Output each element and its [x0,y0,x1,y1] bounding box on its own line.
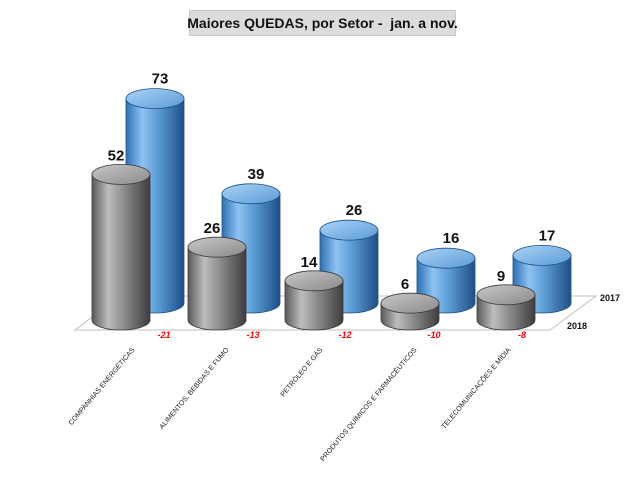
difference-label-5: -8 [518,330,526,340]
bar-2018-1-top [91,163,151,185]
series-label-2018: 2018 [567,321,587,331]
bar-2017-2-top [221,183,281,205]
difference-label-4: -10 [427,330,440,340]
bar-2017-4-top [416,247,476,269]
series-label-2017: 2017 [600,293,620,303]
bar-2018-1-body [91,174,151,331]
bar-2018-4 [380,292,440,331]
category-label-2: ALIMENTOS, BEBIDAS E FUMO [158,346,230,430]
bar-2018-3-top [284,270,344,292]
bar-2018-5-top [476,284,536,306]
bar-2018-2-top [187,236,247,258]
category-label-4: PRODUTOS QUÍMICOS E FARMACÊUTICOS [318,345,419,463]
bar-2018-3 [284,270,344,331]
value-label-2018-1: 52 [108,147,125,164]
value-label-2018-5: 9 [497,268,505,285]
bar-2018-4-top [380,292,440,314]
difference-label-3: -12 [338,330,351,340]
difference-label-1: -21 [157,330,170,340]
value-label-2017-2: 39 [248,166,265,183]
category-label-5: TELECOMUNICAÇÕES E MÍDIA [439,345,513,430]
bar-2017-3-top [319,219,379,241]
bar-2017-1-top [125,88,185,109]
value-label-2017-4: 16 [443,230,460,247]
bar-2017-5 [512,244,572,314]
chart-title: Maiores QUEDAS, por Setor - jan. a nov. [187,10,458,36]
bar-2018-2-body [187,246,247,331]
category-label-1: COMPANHIAS ENERGÉTICAS [66,345,137,427]
bar-2018-2 [187,236,247,331]
category-label-3: PETRÓLEO E GÁS [278,345,325,398]
value-label-2018-3: 14 [301,254,318,271]
bar-2018-1 [91,163,151,331]
bar-2018-3-body [284,280,344,331]
value-label-2018-4: 6 [401,276,409,293]
bar-2018-5 [476,284,536,331]
difference-label-2: -13 [246,330,259,340]
bar-2017-5-top [512,244,572,266]
value-label-2017-3: 26 [346,202,363,219]
value-label-2018-2: 26 [204,220,221,237]
value-label-2017-1: 73 [152,71,169,88]
value-label-2017-5: 17 [539,227,556,244]
